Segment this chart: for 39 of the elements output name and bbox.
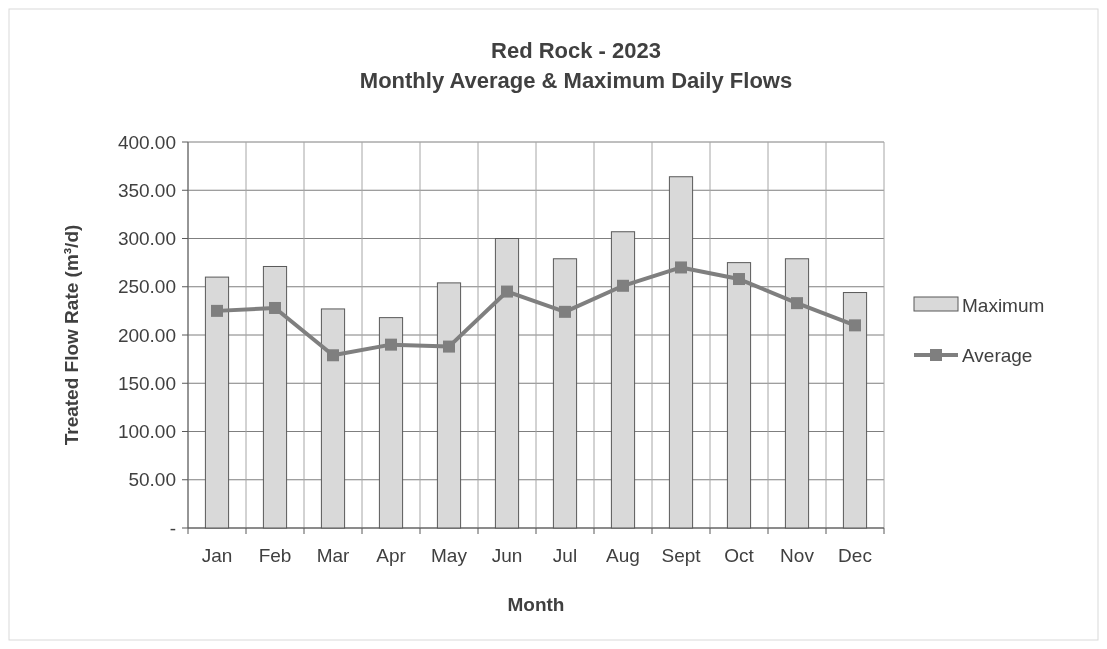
x-tick-label: Mar [316,545,351,566]
x-tick-label: Jul [552,545,578,566]
x-tick-label: Dec [838,545,872,566]
y-tick-label: 250.00 [117,276,176,298]
point [617,279,629,292]
x-tick-label: Aug [606,545,640,566]
legend-label: Average [962,344,1033,366]
y-tick-label: 200.00 [117,324,176,346]
point [675,261,687,274]
point [733,273,745,286]
point [849,319,861,332]
point [559,305,571,318]
x-tick-label: Jun [491,545,523,566]
x-tick-label: Sept [661,545,702,566]
x-tick-label: Feb [258,545,292,566]
chart-subtitle: Monthly Average & Maximum Daily Flows [359,68,793,93]
y-tick-label: 350.00 [117,179,176,201]
x-axis-title: Month [507,594,565,615]
point [385,338,397,351]
y-tick-label: 400.00 [117,131,176,153]
point [443,340,455,353]
legend-label: Maximum [962,294,1045,316]
point [211,304,223,317]
x-tick-label: May [431,545,468,566]
y-tick-label: 150.00 [117,372,176,394]
chart-title: Red Rock - 2023 [491,38,661,63]
x-tick-label: Oct [724,545,755,566]
x-tick-label: Nov [780,545,815,566]
point [327,349,339,362]
y-tick-label: 300.00 [117,228,176,250]
x-tick-label: Jan [201,545,233,566]
y-tick-label: - [169,517,176,539]
point [501,285,513,298]
x-tick-label: Apr [376,545,407,566]
y-axis-title: Treated Flow Rate (m³/d) [61,224,82,446]
point [791,297,803,310]
point [269,301,281,314]
y-tick-label: 50.00 [128,469,176,491]
y-tick-label: 100.00 [117,421,176,443]
